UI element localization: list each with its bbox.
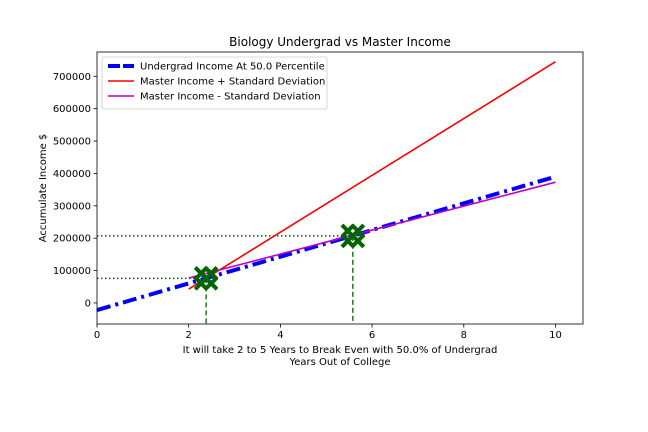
plot-frame: [96, 51, 584, 325]
y-axis-label: Accumulate Income $: [38, 134, 49, 243]
y-tick-label-0: 0: [85, 298, 91, 309]
series-lines: [97, 61, 557, 313]
y-tick-label-4: 400000: [53, 169, 91, 180]
marker-x-1-2: [340, 233, 356, 249]
guide-lines: [97, 235, 354, 324]
legend: Undergrad Income At 50.0 Percentile Maste…: [101, 56, 328, 110]
y-tick-label-3: 300000: [53, 201, 91, 212]
marker-x-1-0: [340, 223, 356, 239]
x-axis-ticks: 0 2 4 6 8 10: [94, 324, 562, 341]
break-even-markers: [193, 223, 366, 291]
y-tick-label-2: 200000: [53, 234, 91, 245]
y-tick-label-1: 100000: [53, 266, 91, 277]
marker-x-1-3: [350, 233, 366, 249]
x-tick-label-2: 4: [277, 330, 283, 341]
chart-title: Biology Undergrad vs Master Income: [229, 35, 451, 49]
break-even-marker-0: [193, 266, 219, 291]
legend-label-2: Master Income - Standard Deviation: [140, 92, 321, 103]
y-axis-ticks: 0 100000 200000 300000 400000 500000 600000 700…: [53, 72, 97, 309]
series-line-2: [188, 181, 556, 279]
legend-label-1: Master Income + Standard Deviation: [140, 77, 325, 88]
x-tick-label-3: 6: [369, 330, 375, 341]
x-axis-label-line-2: Years Out of College: [289, 357, 391, 368]
marker-x-1-1: [350, 223, 366, 239]
x-tick-label-5: 10: [549, 330, 562, 341]
legend-label-0: Undergrad Income At 50.0 Percentile: [140, 62, 325, 73]
x-axis-label-line-1: It will take 2 to 5 Years to Break Even …: [183, 345, 498, 356]
y-tick-label-6: 600000: [53, 104, 91, 115]
x-tick-label-0: 0: [94, 330, 100, 341]
marker-x-0-0: [193, 266, 209, 281]
legend-box: [101, 56, 328, 110]
marker-x-0-1: [203, 266, 219, 281]
marker-x-0-3: [203, 276, 219, 291]
y-tick-label-5: 500000: [53, 137, 91, 148]
marker-x-0-2: [193, 276, 209, 291]
series-line-1: [188, 61, 556, 290]
break-even-marker-1: [340, 223, 366, 249]
x-tick-label-1: 2: [186, 330, 192, 341]
y-tick-label-7: 700000: [53, 72, 91, 83]
x-tick-label-4: 8: [461, 330, 467, 341]
series-line-0: [97, 174, 557, 313]
